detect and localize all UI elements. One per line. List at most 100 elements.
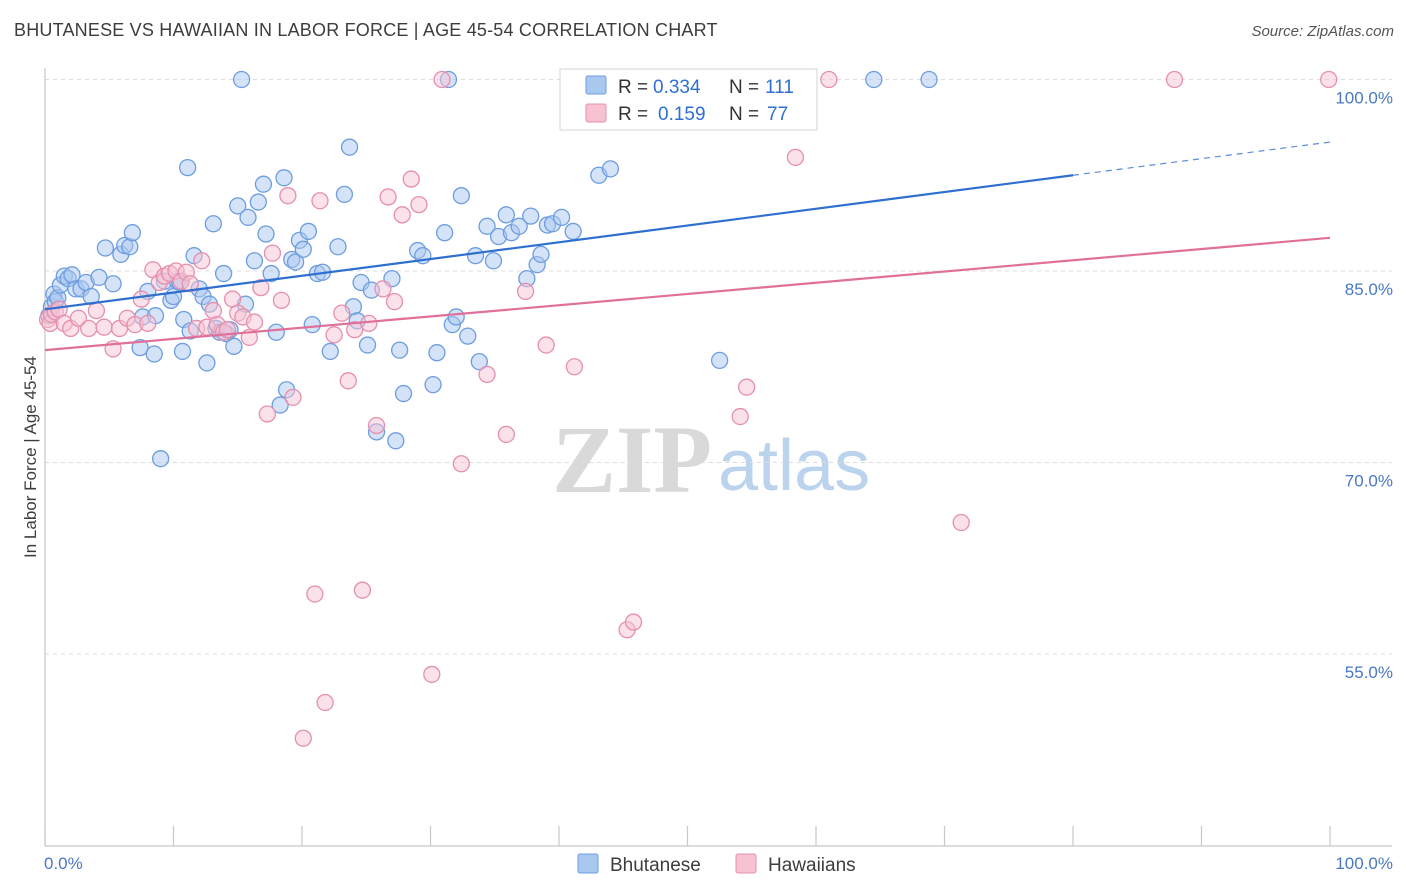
legend-r-value-2: 0.159 — [658, 104, 706, 125]
watermark-zip: ZIP — [552, 406, 712, 513]
bhutanese-point — [96, 239, 115, 257]
bhutanese-trend-extension — [1072, 141, 1331, 176]
hawaiians-point — [367, 416, 386, 435]
bhutanese-point — [470, 352, 488, 371]
chart-title: BHUTANESE VS HAWAIIAN IN LABOR FORCE | A… — [14, 20, 718, 40]
bhutanese-point — [466, 247, 485, 265]
bhutanese-point — [121, 238, 139, 256]
hawaiians-point — [478, 365, 496, 384]
bhutanese-point — [564, 222, 582, 241]
hawaiians-point — [87, 301, 106, 320]
legend-swatch-hawaiians — [585, 103, 607, 123]
bhutanese-point — [484, 252, 503, 270]
hawaiians-point — [731, 407, 749, 426]
bhutanese-point — [245, 252, 264, 270]
bhutanese-point — [131, 338, 149, 357]
x-tick-label: 0.0% — [44, 854, 83, 873]
tick-labels: 55.0% 70.0% 85.0% 100.0% 0.0% 100.0% — [44, 89, 1393, 874]
hawaiians-point — [820, 70, 838, 89]
bottom-legend-label-hawaiians: Hawaiians — [768, 855, 856, 876]
axes — [44, 68, 1392, 847]
bottom-legend-swatch-bhutanese — [577, 853, 599, 874]
hawaiians-point — [537, 336, 555, 354]
bhutanese-point — [478, 217, 496, 235]
hawaiians-point — [272, 291, 291, 310]
hawaiians-point — [402, 170, 420, 188]
bhutanese-point — [225, 337, 243, 355]
legend-n-value-2: 77 — [767, 104, 788, 125]
bhutanese-point — [335, 185, 354, 204]
bhutanese-point — [452, 187, 470, 205]
bhutanese-point — [204, 215, 222, 233]
bhutanese-point — [232, 70, 251, 89]
hawaiians-point — [284, 388, 302, 407]
watermark-atlas: atlas — [718, 426, 870, 506]
hawaiians-point — [497, 425, 515, 444]
hawaiians-point — [1320, 70, 1338, 89]
hawaiians-point — [379, 188, 397, 206]
bhutanese-point — [257, 225, 275, 243]
bhutanese-point — [214, 264, 233, 283]
hawaiians-point — [452, 455, 470, 473]
bhutanese-point — [552, 208, 571, 227]
hawaiians-point — [624, 613, 643, 631]
source-label: Source: ZipAtlas.com — [1251, 23, 1394, 40]
bhutanese-trend-line — [44, 174, 1074, 311]
bhutanese-point — [920, 70, 938, 89]
bhutanese-point — [271, 396, 289, 414]
y-axis-title: In Labor Force | Age 45-54 — [21, 356, 40, 558]
hawaiians-point — [325, 326, 343, 344]
bhutanese-point — [145, 345, 163, 363]
bhutanese-point — [710, 351, 729, 370]
hawaiians-point — [80, 319, 98, 338]
hawaiians-point — [385, 292, 404, 311]
hawaiians-point — [339, 372, 357, 390]
legend-r-label-2: R = — [618, 104, 648, 125]
hawaiians-point — [346, 321, 364, 339]
hawaiians-point — [423, 665, 441, 684]
hawaiians-point — [374, 280, 392, 298]
bhutanese-point — [198, 354, 216, 372]
hawaiians-point — [410, 195, 428, 214]
bhutanese-point — [340, 138, 359, 156]
correlation-legend: R = 0.334 N = 111 R = 0.159 N = 77 — [559, 68, 818, 131]
y-tick-label: 70.0% — [1345, 472, 1393, 491]
series-legend: Bhutanese Hawaiians — [577, 853, 856, 876]
hawaiians-point — [245, 313, 264, 331]
bhutanese-point — [239, 208, 257, 227]
hawaiians-point — [279, 187, 297, 205]
hawaiians-point — [316, 693, 334, 712]
bottom-legend-label-bhutanese: Bhutanese — [610, 855, 701, 876]
bhutanese-point — [510, 217, 528, 235]
hawaiians-point — [737, 378, 756, 396]
hawaiians-point — [311, 192, 329, 210]
hawaiians-point — [69, 309, 88, 327]
hawaiians-point — [333, 304, 351, 322]
hawaiians-point — [139, 314, 157, 332]
hawaiians-point — [565, 358, 584, 376]
bhutanese-point — [267, 323, 285, 341]
bhutanese-point — [254, 175, 273, 193]
hawaiians-point — [181, 275, 199, 293]
hawaiians-point — [516, 282, 535, 301]
hawaiians-point — [433, 70, 451, 89]
bhutanese-point — [286, 253, 305, 271]
hawaiians-point — [786, 148, 805, 167]
bhutanese-point — [90, 268, 108, 287]
bhutanese-point — [303, 315, 321, 334]
bhutanese-point — [447, 308, 465, 326]
hawaiians-point — [252, 278, 270, 297]
bhutanese-point — [249, 193, 267, 211]
bhutanese-point — [394, 384, 413, 403]
hawaiians-point — [193, 252, 211, 270]
bottom-legend-swatch-hawaiians — [735, 853, 757, 874]
hawaiians-point — [952, 513, 970, 532]
bhutanese-point — [358, 336, 377, 354]
bhutanese-point — [123, 224, 142, 242]
bhutanese-point — [229, 197, 247, 215]
legend-swatch-bhutanese — [585, 75, 607, 95]
bhutanese-point — [428, 344, 446, 362]
legend-n-value-1: 111 — [765, 77, 794, 98]
x-tick-label: 100.0% — [1335, 854, 1393, 873]
y-tick-label: 55.0% — [1345, 663, 1393, 682]
